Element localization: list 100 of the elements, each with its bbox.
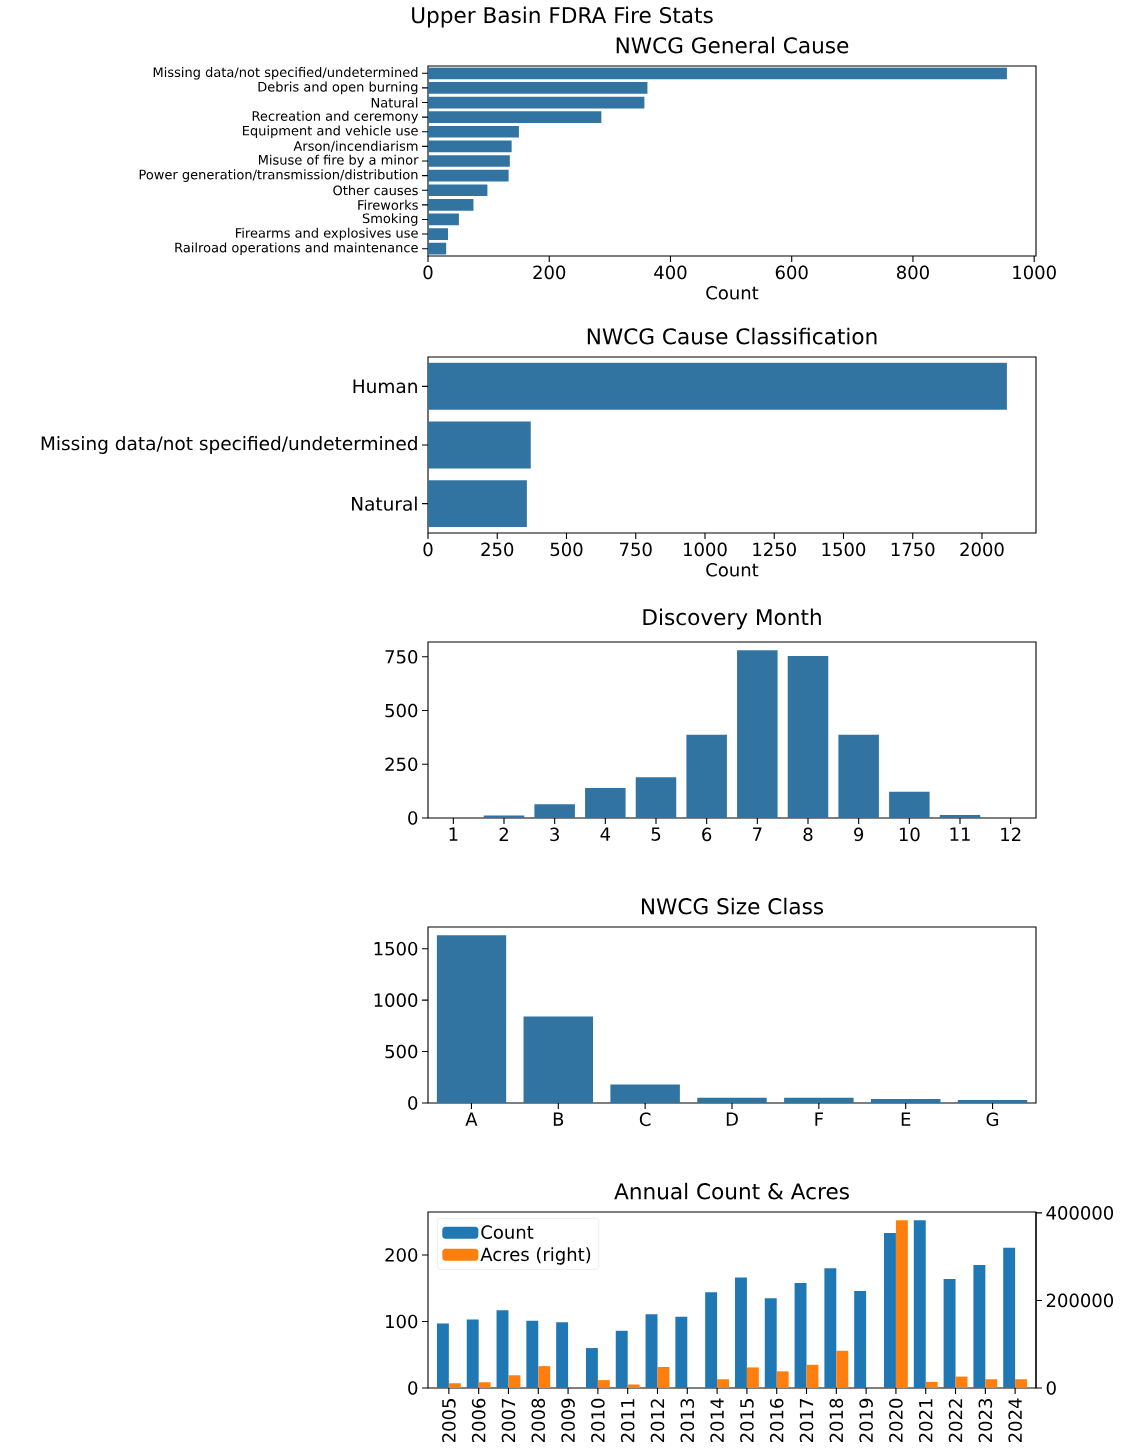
x-tick-label: 250 [481,542,514,557]
bar [448,1383,461,1388]
bar [436,1323,449,1388]
bar [585,787,626,818]
bar [943,1278,956,1388]
x-tick-label: 2011 [620,1399,635,1443]
bar [597,1380,610,1388]
bar [939,814,981,818]
bar [764,1298,777,1388]
bar [824,1268,837,1388]
x-tick-label: 2019 [859,1398,873,1443]
x-tick-label: C [639,1112,651,1127]
chart-title: NWCG Size Class [642,897,824,915]
bar [428,82,648,94]
x-tick-label: B [553,1112,564,1126]
bar [627,1384,640,1388]
y-tick-label: 0 [408,1096,418,1110]
x-tick-label: 3 [550,827,559,842]
x-tick-label: 4 [600,827,611,841]
bar [428,213,459,226]
bar [645,1314,658,1388]
x-tick-label: 1 [449,827,458,841]
bar [466,1319,479,1388]
bar [787,655,829,818]
chart-title: Discovery Month [643,608,821,630]
bar [428,421,531,469]
bar [889,791,930,818]
bar [478,1382,491,1388]
x-axis-title: Count [706,563,759,577]
bar [428,184,488,197]
y-tick-label: 0 [408,811,418,825]
bar [428,362,1007,410]
y-tick-label: 1000 [374,993,418,1007]
x-tick-label: 2017 [799,1399,814,1443]
bar [794,1282,807,1388]
x-tick-label: A [465,1112,478,1126]
bar [428,480,527,528]
bar [483,815,525,818]
x-tick-label: 12 [1001,827,1021,841]
y-tick-label: Debris and open burning [258,81,418,95]
x-tick-label: 11 [950,827,970,841]
x-tick-label: 1750 [891,542,935,557]
y2-tick-label: 400000 [1046,1206,1114,1220]
x-tick-label: 2000 [960,542,1004,557]
x-tick-label: 200 [533,265,566,280]
y-tick-label: Firearms and explosives use [236,227,418,241]
x-tick-label: 2020 [889,1398,903,1443]
chart-title: Upper Basin FDRA Fire Stats [412,6,713,28]
y-tick-label: 500 [385,1044,418,1059]
y-tick-label: Arson/incendiarism [293,140,418,152]
x-tick-label: 2009 [561,1398,575,1443]
x-tick-label: 6 [702,827,712,842]
bar [985,1379,998,1388]
bar [428,111,602,123]
bar [428,96,645,109]
bar [508,1375,521,1388]
bar [428,242,447,255]
bar [534,804,575,818]
x-axis-title: Count [706,286,759,300]
x-tick-label: 0 [423,542,433,557]
bar [784,1097,854,1103]
chart-title: Annual Count & Acres [614,1182,849,1200]
x-tick-label: 2016 [769,1398,784,1443]
bar [870,1098,941,1103]
x-tick-label: 1000 [1013,265,1056,280]
x-tick-label: 1000 [684,542,727,557]
bar [428,67,1007,80]
chart-subtitle: NWCG General Cause [616,36,849,54]
legend-label: Count [481,1225,534,1239]
y-tick-label: 250 [385,757,418,772]
bar [556,1322,569,1388]
bar [428,199,474,211]
bar [675,1316,688,1388]
bar [428,169,509,182]
x-tick-label: 2012 [650,1399,665,1443]
x-tick-label: 2007 [501,1399,516,1443]
bar [428,155,510,167]
y-tick-label: Missing data/not specified/undetermined [41,436,417,454]
x-tick-label: 750 [620,542,652,557]
bar [697,1097,767,1103]
y-tick-label: Fireworks [358,199,418,210]
x-tick-label: 5 [651,827,661,841]
x-tick-label: 2021 [918,1399,933,1443]
y-tick-label: Railroad operations and maintenance [175,242,418,255]
bar [635,777,677,818]
bar [913,1220,926,1388]
x-tick-label: 2 [499,827,508,841]
bar [806,1364,819,1388]
bar [428,125,519,138]
y2-tick-label: 0 [1046,1381,1056,1395]
bar [436,935,507,1103]
y-tick-label: Smoking [362,213,418,226]
y2-tick-label: 200000 [1046,1293,1114,1308]
x-tick-label: 0 [423,265,433,280]
bar [838,734,879,818]
y-tick-label: 500 [385,703,418,718]
bar [957,1099,1028,1103]
x-tick-label: 8 [803,827,813,842]
bar [836,1350,849,1388]
bar [705,1292,718,1388]
